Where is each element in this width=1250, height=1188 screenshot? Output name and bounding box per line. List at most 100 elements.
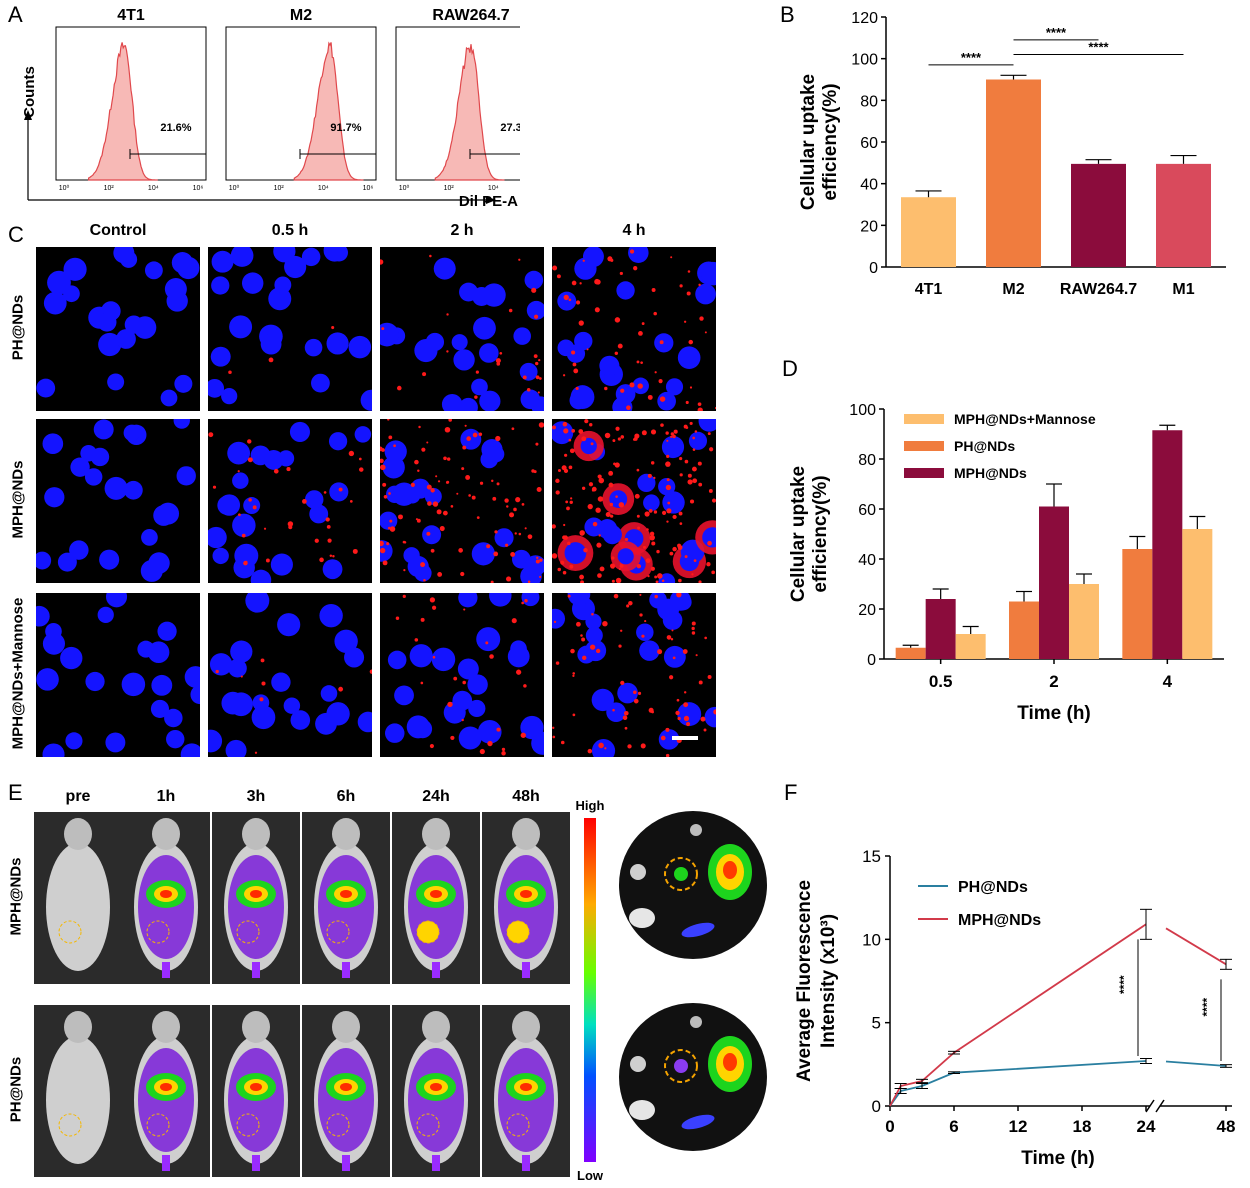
panel-d-bar	[1039, 506, 1069, 659]
panel-f-ylabel: Average Fluorescence Intensity (x10³)	[794, 880, 839, 1082]
micrograph	[380, 419, 544, 583]
panel-b-significance-label: ****	[1088, 40, 1109, 55]
panel-e-column-label: 6h	[336, 788, 356, 805]
histogram-tick-label: 10²	[104, 185, 115, 192]
panel-d-bar	[895, 647, 926, 659]
panel-d-y-tick-label: 60	[858, 502, 876, 519]
panel-c-row-label: PH@NDs	[9, 294, 27, 361]
colorbar-gradient	[584, 818, 596, 1162]
panel-d-bar	[955, 634, 986, 659]
colorbar-low-label: Low	[577, 1168, 604, 1183]
histogram-tick-label: 10⁶	[363, 185, 374, 192]
panel-a-y-arrowhead	[24, 110, 32, 120]
panel-d-x-tick-label: 4	[1163, 672, 1173, 691]
panel-d-y-tick-label: 80	[858, 452, 876, 469]
panel-b-bar	[901, 197, 956, 267]
micrograph	[36, 419, 200, 583]
panel-f-significance-label: ****	[1117, 975, 1131, 994]
panel-a-x-arrowhead	[486, 196, 496, 204]
panel-c-column-label: Control	[89, 222, 147, 239]
panel-b-y-tick-label: 80	[860, 93, 878, 110]
histogram-tick-label: 10²	[444, 185, 455, 192]
panel-f-y-tick-label: 0	[872, 1097, 881, 1116]
micrograph	[208, 593, 372, 757]
panel-d-bar	[925, 599, 956, 659]
mouse-image	[122, 812, 210, 984]
panel-f-series-line	[1165, 927, 1227, 966]
panel-b-significance-label: ****	[1046, 25, 1067, 40]
panel-b-y-tick-label: 100	[851, 52, 878, 69]
panel-f-series-line	[889, 1060, 1147, 1107]
panel-f-x-tick-label: 24	[1137, 1117, 1156, 1136]
panel-d-bar-chart: 0 20 40 60 80 100 Cellular uptakeefficiency(%)…	[788, 402, 1224, 724]
histogram-curve	[293, 41, 364, 181]
histogram-tick-label: 10⁴	[488, 185, 499, 192]
panel-d-xlabel: Time (h)	[1017, 703, 1091, 724]
histogram-title: 4T1	[117, 7, 145, 24]
panel-d-y-tick-label: 20	[858, 602, 876, 619]
panel-c-row-label: MPH@NDs	[9, 460, 27, 539]
panel-d-legend-swatch	[904, 441, 944, 451]
panel-c-column-label: 4 h	[622, 222, 646, 239]
panel-e-imaging: pre 1h 3h 6h 24h 48h MPH@NDs PH@NDs High Low	[0, 780, 780, 1187]
histogram-curve	[87, 42, 158, 181]
panel-e-column-label: pre	[65, 788, 91, 805]
panel-d-legend-swatch	[904, 414, 944, 424]
mouse-image	[482, 1005, 570, 1177]
histogram-tick-label: 10²	[274, 185, 285, 192]
panel-b-y-tick-label: 120	[851, 10, 878, 27]
panel-b-x-tick-label: 4T1	[915, 281, 943, 298]
histogram-percent: 21.6%	[160, 122, 191, 134]
panel-letter-e: E	[8, 780, 23, 805]
colorbar-high-label: High	[576, 798, 605, 813]
histogram-frame	[225, 26, 377, 181]
panel-e-column-label: 1h	[156, 788, 176, 805]
panel-d-x-tick-label: 0.5	[929, 672, 953, 691]
mouse-image	[212, 1005, 300, 1177]
mouse-image	[34, 1005, 122, 1177]
panel-d-bar	[1182, 529, 1213, 659]
panel-letter-b: B	[780, 2, 795, 27]
panel-f-line-chart: 0 5 10 15 0 6 12 18 24 48 Time (h) Average Fluoresc…	[794, 847, 1235, 1169]
panel-e-column-label: 24h	[422, 788, 450, 805]
panel-f-legend-label: PH@NDs	[958, 879, 1028, 896]
mouse-image	[122, 1005, 210, 1177]
panel-b-y-tick-label: 0	[869, 260, 878, 277]
panel-d-legend-label: PH@NDs	[954, 438, 1015, 454]
micrograph	[552, 593, 716, 757]
panel-d-bar	[1152, 430, 1183, 659]
panel-a-ylabel: Counts	[21, 66, 38, 118]
panel-letter-a: A	[8, 2, 23, 27]
panel-f-x-tick-label: 6	[949, 1117, 958, 1136]
histogram-title: M2	[290, 7, 312, 24]
scale-bar	[672, 736, 698, 740]
mouse-image	[302, 812, 390, 984]
panel-f-xlabel: Time (h)	[1021, 1148, 1095, 1169]
mouse-image	[302, 1005, 390, 1177]
panel-f-y-tick-label: 10	[862, 930, 881, 949]
histogram-tick-label: 10⁶	[193, 185, 204, 192]
panel-d-ylabel: Cellular uptakeefficiency(%)	[788, 466, 831, 602]
panel-d-bar	[1122, 549, 1153, 659]
panel-f-legend-label: MPH@NDs	[958, 912, 1041, 929]
panel-f-y-tick-label: 15	[862, 847, 881, 866]
panel-b-bar-chart: 0 20 40 60 80 100 120 Cellular uptakeefficiency…	[798, 10, 1226, 298]
colorbar: High Low	[576, 798, 605, 1183]
panel-b-bar	[986, 79, 1041, 267]
panel-f-significance-label: ****	[1200, 998, 1214, 1017]
histogram-tick-label: 10⁰	[229, 184, 240, 192]
micrograph	[36, 593, 200, 757]
panel-d-y-tick-label: 0	[867, 652, 876, 669]
panel-f-series-line	[1165, 1060, 1227, 1067]
histogram-tick-label: 10⁴	[318, 185, 329, 192]
mouse-image	[482, 812, 570, 984]
micrograph	[552, 247, 716, 411]
panel-f-x-tick-label: 18	[1073, 1117, 1092, 1136]
panel-d-y-tick-label: 40	[858, 552, 876, 569]
micrograph	[208, 419, 372, 583]
panel-b-y-tick-label: 40	[860, 177, 878, 194]
micrograph	[380, 247, 544, 411]
panel-c-row-label: MPH@NDs+Mannose	[9, 597, 27, 750]
panel-f-x-tick-label: 0	[885, 1117, 894, 1136]
mouse-image	[392, 812, 480, 984]
